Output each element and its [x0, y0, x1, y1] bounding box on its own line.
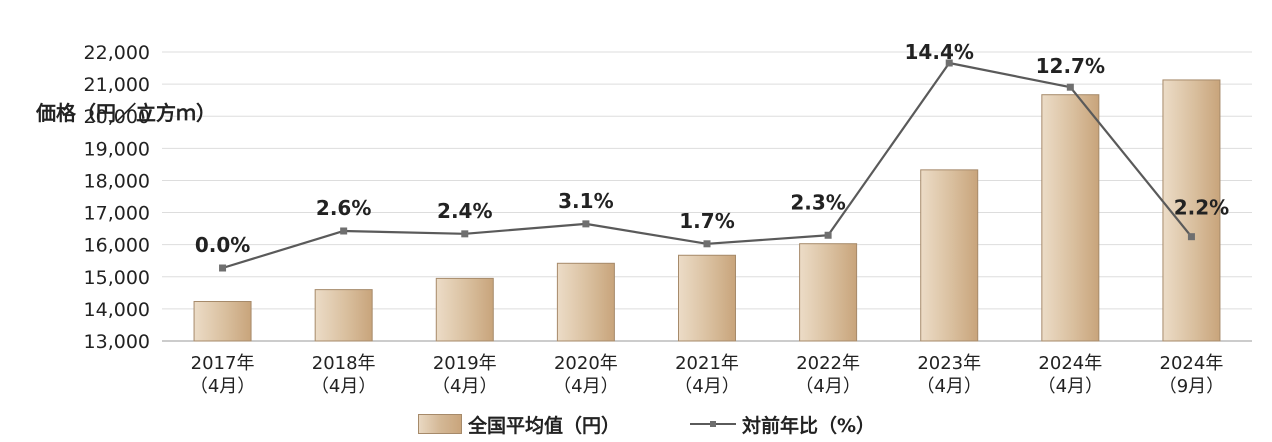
y-tick-label: 21,000	[84, 74, 150, 96]
x-tick-sublabel: （4月）	[795, 376, 860, 397]
x-tick-label: 2022年	[796, 353, 860, 374]
bar	[920, 169, 979, 342]
x-tick-sublabel: （9月）	[1159, 376, 1224, 397]
data-label: 0.0%	[195, 233, 250, 257]
data-label: 2.3%	[790, 190, 845, 214]
legend-bar-swatch	[418, 414, 462, 434]
legend-line-swatch	[690, 415, 736, 433]
x-tick-label: 2024年	[1038, 353, 1102, 374]
line-point	[219, 264, 227, 272]
x-tick-label: 2023年	[917, 353, 981, 374]
x-tick-sublabel: （4月）	[553, 376, 618, 397]
data-label: 1.7%	[679, 209, 734, 233]
line-point	[582, 220, 590, 228]
y-tick-label: 22,000	[84, 42, 150, 64]
y-tick-labels: 13,000 14,000 15,000 16,000 17,000 18,000 19,0…	[84, 42, 150, 353]
bar-series	[193, 79, 1221, 342]
x-tick-sublabel: （4月）	[311, 376, 376, 397]
data-labels: 0.0% 2.6% 2.4% 3.1% 1.7% 2.3% 14.4% 12.7% 2.2%	[195, 40, 1229, 257]
data-label: 2.2%	[1174, 196, 1229, 220]
x-tick-sublabel: （4月）	[432, 376, 497, 397]
x-tick-sublabel: （4月）	[674, 376, 739, 397]
line-point	[461, 230, 469, 238]
x-tick-label: 2019年	[433, 353, 497, 374]
x-tick-label: 2017年	[191, 353, 255, 374]
bar	[435, 277, 494, 342]
x-tick-labels: 2017年（4月）2018年（4月）2019年（4月）2020年（4月）2021…	[190, 353, 1224, 397]
bar	[193, 301, 252, 342]
data-label: 12.7%	[1036, 54, 1105, 78]
x-tick-sublabel: （4月）	[190, 376, 255, 397]
legend: 全国平均值（円） 対前年比（%）	[0, 408, 1272, 440]
bar	[678, 254, 736, 342]
line-point	[340, 227, 348, 235]
line-point	[703, 240, 711, 248]
bar	[1162, 79, 1221, 342]
bar	[314, 289, 373, 342]
line-series	[219, 59, 1195, 272]
y-tick-label: 20,000	[84, 106, 150, 128]
line-point	[824, 231, 832, 239]
y-tick-label: 13,000	[84, 331, 150, 353]
legend-item-bar: 全国平均值（円）	[418, 408, 620, 440]
y-axis-label: 価格（円／立方ｍ）	[36, 101, 216, 125]
bar	[799, 243, 858, 342]
x-tick-label: 2021年	[675, 353, 739, 374]
line-point	[1187, 233, 1195, 241]
y-tick-label: 14,000	[84, 299, 150, 321]
x-tick-label: 2018年	[312, 353, 376, 374]
data-label: 14.4%	[905, 40, 974, 64]
bar	[556, 262, 615, 342]
y-tick-label: 19,000	[84, 138, 150, 160]
bar	[1041, 94, 1100, 342]
x-tick-sublabel: （4月）	[916, 376, 981, 397]
y-tick-label: 17,000	[84, 203, 150, 225]
x-tick-label: 2024年	[1160, 353, 1224, 374]
y-tick-label: 15,000	[84, 267, 150, 289]
data-label: 3.1%	[558, 189, 613, 213]
data-label: 2.4%	[437, 199, 492, 223]
data-label: 2.6%	[316, 196, 371, 220]
line-point	[1066, 83, 1074, 91]
legend-item-line: 対前年比（%）	[690, 408, 875, 440]
legend-line-label: 対前年比（%）	[742, 414, 876, 437]
legend-bar-label: 全国平均值（円）	[468, 414, 621, 437]
line-point	[945, 59, 953, 67]
x-tick-sublabel: （4月）	[1038, 376, 1103, 397]
y-tick-label: 18,000	[84, 170, 150, 192]
y-tick-label: 16,000	[84, 235, 150, 257]
x-tick-label: 2020年	[554, 353, 618, 374]
